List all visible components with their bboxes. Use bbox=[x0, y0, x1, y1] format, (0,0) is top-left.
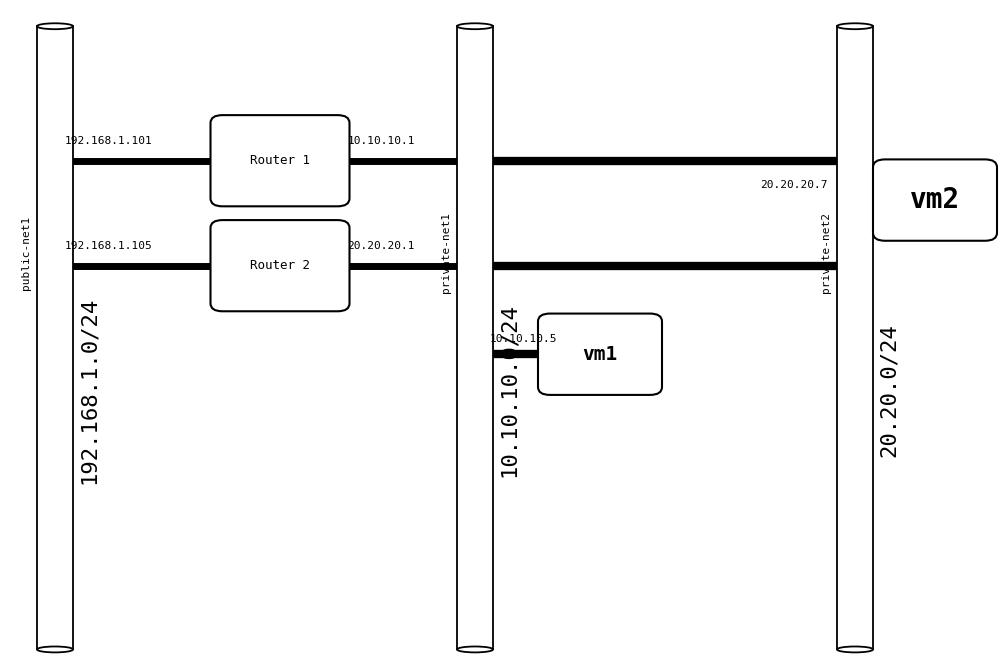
Text: 20.20.0/24: 20.20.0/24 bbox=[879, 323, 899, 457]
Bar bbox=[37, 26, 73, 649]
Text: private-net1: private-net1 bbox=[441, 212, 451, 293]
Ellipse shape bbox=[457, 647, 493, 652]
Text: Router 1: Router 1 bbox=[250, 154, 310, 167]
Bar bbox=[457, 26, 493, 649]
Text: 20.20.20.7: 20.20.20.7 bbox=[760, 180, 828, 190]
Ellipse shape bbox=[837, 23, 873, 29]
Bar bbox=[837, 26, 873, 649]
Ellipse shape bbox=[457, 23, 493, 29]
Text: public-net1: public-net1 bbox=[21, 215, 31, 290]
FancyBboxPatch shape bbox=[211, 115, 350, 206]
Text: 10.10.10.5: 10.10.10.5 bbox=[490, 335, 558, 344]
Text: 20.20.20.1: 20.20.20.1 bbox=[348, 241, 415, 251]
Text: 192.168.1.101: 192.168.1.101 bbox=[65, 136, 153, 146]
Text: vm1: vm1 bbox=[582, 345, 618, 363]
FancyBboxPatch shape bbox=[873, 159, 997, 241]
Ellipse shape bbox=[37, 647, 73, 652]
Text: 10.10.10.1: 10.10.10.1 bbox=[348, 136, 415, 146]
Text: Router 2: Router 2 bbox=[250, 259, 310, 272]
Text: 192.168.1.0/24: 192.168.1.0/24 bbox=[79, 297, 99, 484]
Ellipse shape bbox=[837, 647, 873, 652]
FancyBboxPatch shape bbox=[211, 220, 350, 312]
Text: vm2: vm2 bbox=[910, 186, 960, 214]
Text: 192.168.1.105: 192.168.1.105 bbox=[65, 241, 153, 251]
Text: private-net2: private-net2 bbox=[821, 212, 831, 293]
Text: 10.10.10.0/24: 10.10.10.0/24 bbox=[499, 303, 519, 478]
Ellipse shape bbox=[37, 23, 73, 29]
FancyBboxPatch shape bbox=[538, 314, 662, 395]
